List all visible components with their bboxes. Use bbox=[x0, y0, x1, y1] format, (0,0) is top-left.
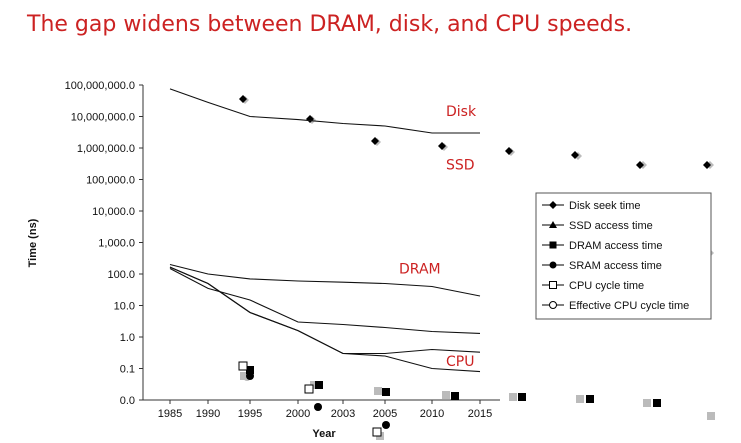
y-tick-label: 10,000.0 bbox=[92, 206, 135, 218]
y-tick-label: 1.0 bbox=[120, 332, 135, 344]
stray-diamond-marker bbox=[239, 95, 247, 103]
y-tick-label: 0.0 bbox=[120, 395, 135, 407]
slide-title: The gap widens between DRAM, disk, and C… bbox=[27, 12, 633, 37]
annotation-label: Disk bbox=[446, 104, 477, 120]
annotation-label: DRAM bbox=[399, 261, 441, 277]
stray-square-marker bbox=[246, 366, 254, 374]
axes: 100,000,000.0 10,000,000.0 1,000,000.0 100,… bbox=[27, 80, 500, 440]
stray-square-marker bbox=[518, 393, 526, 401]
y-axis-title: Time (ns) bbox=[27, 218, 39, 267]
y-tick-label: 1,000,000.0 bbox=[77, 143, 135, 155]
legend-triangle-marker bbox=[549, 221, 557, 228]
x-tick-label: 1995 bbox=[238, 408, 262, 420]
stray-square-marker bbox=[382, 388, 390, 396]
legend-entry: Effective CPU cycle time bbox=[569, 300, 689, 312]
stray-open-square-marker bbox=[238, 361, 248, 371]
legend-circle-marker bbox=[549, 261, 557, 269]
stray-circle-marker bbox=[382, 421, 390, 429]
series-line-square bbox=[169, 263, 481, 297]
y-tick-label: 10.0 bbox=[114, 301, 135, 313]
legend-entry: DRAM access time bbox=[569, 240, 663, 252]
legend-square-marker bbox=[549, 241, 557, 249]
stray-diamond-marker bbox=[703, 161, 711, 169]
x-tick-label: 2015 bbox=[468, 408, 492, 420]
x-tick-label: 2000 bbox=[286, 408, 310, 420]
stray-open-square-marker bbox=[304, 384, 314, 394]
y-tick-label: 10,000,000.0 bbox=[71, 112, 135, 124]
ghost-square-marker bbox=[576, 395, 584, 403]
stray-diamond-marker bbox=[505, 147, 513, 155]
x-tick-label: 1985 bbox=[158, 408, 182, 420]
stray-circle-marker bbox=[314, 403, 322, 411]
stray-diamond-marker bbox=[371, 137, 379, 145]
legend-entry: SSD access time bbox=[569, 220, 653, 232]
series-lines bbox=[169, 88, 481, 373]
legend-open-square-marker bbox=[549, 281, 557, 289]
legend-entry: CPU cycle time bbox=[569, 280, 644, 292]
y-tick-label: 100.0 bbox=[107, 269, 135, 281]
legend-entry: Disk seek time bbox=[569, 200, 641, 212]
annotation-label: CPU bbox=[446, 354, 474, 370]
stray-square-marker bbox=[451, 392, 459, 400]
y-tick-label: 1,000.0 bbox=[98, 238, 135, 250]
legend-entry: SRAM access time bbox=[569, 260, 662, 272]
annotation-label: SSD bbox=[446, 157, 475, 173]
annotations: Disk SSD DRAM CPU bbox=[399, 104, 477, 370]
series-line-open-circle bbox=[169, 266, 481, 373]
ghost-square-marker bbox=[643, 399, 651, 407]
legend-box bbox=[535, 192, 712, 320]
y-tick-label: 100,000,000.0 bbox=[65, 80, 135, 92]
stray-square-marker bbox=[586, 395, 594, 403]
stray-square-marker bbox=[315, 381, 323, 389]
x-tick-label: 2010 bbox=[420, 408, 444, 420]
x-tick-label: 1990 bbox=[196, 408, 220, 420]
ghost-square-marker bbox=[310, 381, 318, 389]
stray-open-square-marker bbox=[372, 427, 382, 437]
ghost-square-marker bbox=[442, 391, 450, 399]
x-tick-label: 2003 bbox=[331, 408, 355, 420]
legend: Disk seek time SSD access time DRAM access… bbox=[535, 192, 712, 320]
ghost-square-marker bbox=[509, 393, 517, 401]
legend-diamond-marker bbox=[549, 201, 557, 209]
y-tick-label: 100,000.0 bbox=[86, 175, 135, 187]
stray-diamond-marker bbox=[636, 161, 644, 169]
x-tick-label: 2005 bbox=[373, 408, 397, 420]
stray-circle-marker bbox=[246, 372, 254, 380]
stray-diamond-marker bbox=[438, 142, 446, 150]
y-tick-label: 0.1 bbox=[120, 364, 135, 376]
series-line-open-square bbox=[169, 266, 481, 355]
ghost-square-marker bbox=[707, 412, 715, 420]
series-line-diamond bbox=[169, 88, 480, 134]
ghost-square-marker bbox=[374, 387, 382, 395]
series-line-circle bbox=[169, 268, 481, 334]
x-axis-title: Year bbox=[312, 428, 336, 440]
stray-diamond-marker bbox=[571, 151, 579, 159]
legend-open-circle-marker bbox=[549, 301, 557, 309]
stray-square-marker bbox=[653, 399, 661, 407]
